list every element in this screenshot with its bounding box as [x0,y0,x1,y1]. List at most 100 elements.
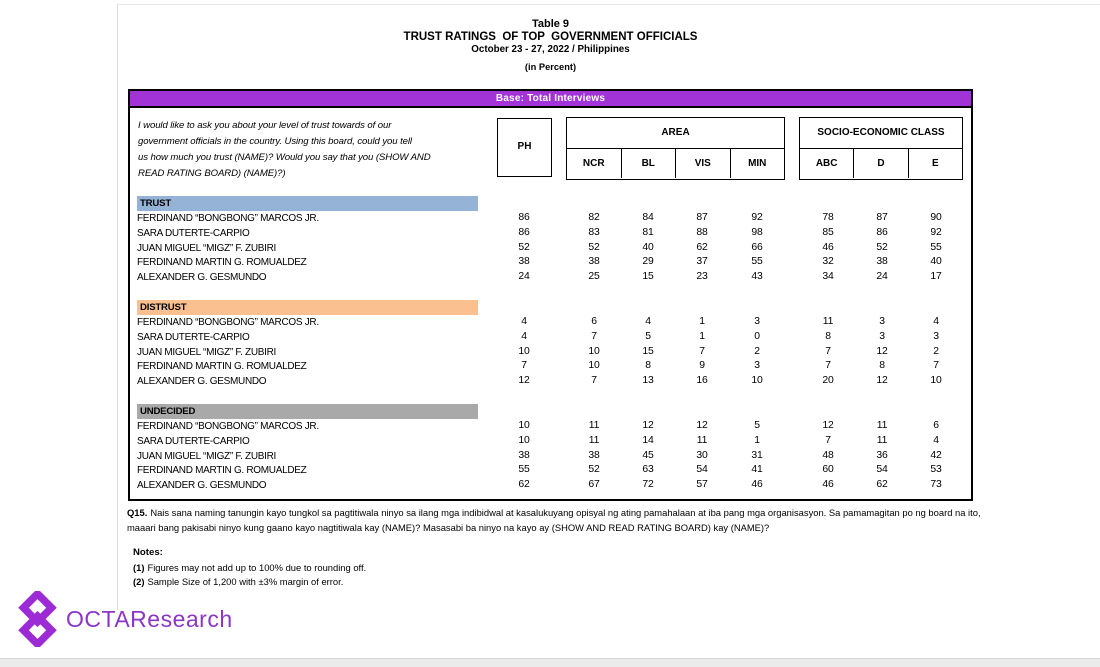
value-cell: 17 [930,271,942,283]
value-cell: 52 [518,241,530,253]
octa-logo: OCTAResearch [16,591,233,647]
table-row: FERDINAND MARTIN G. ROMUALDEZ 55 52 63 54 41 6… [130,463,971,478]
column-header-vis: VIS [675,149,730,178]
official-name: ALEXANDER G. GESMUNDO [137,272,267,284]
value-cell: 23 [696,271,708,283]
value-cell: 9 [699,360,705,372]
area-subcolumns: NCR BL VIS MIN [567,149,784,178]
value-cell: 29 [642,256,654,268]
value-cell: 8 [879,360,885,372]
value-cell: 67 [588,479,600,491]
value-cell: 73 [930,479,942,491]
note-1-number: (1) [133,562,145,573]
value-cell: 92 [751,212,763,223]
bottom-strip [0,658,1100,667]
value-cell: 87 [876,212,888,223]
table-row: JUAN MIGUEL “MIGZ” F. ZUBIRI 10 10 15 7 2 7 12 2 [130,345,971,360]
value-cell: 7 [591,375,597,387]
value-cell: 0 [754,330,760,342]
column-header-e: E [907,149,962,178]
column-header-ncr: NCR [582,158,605,169]
value-cell: 37 [696,256,708,268]
value-cell: 40 [930,256,942,268]
value-cell: 90 [930,212,942,223]
note-line-1: (1) Figures may not add up to 100% due to… [133,561,733,575]
official-name: SARA DUTERTE-CARPIO [137,227,250,239]
official-name: FERDINAND MARTIN G. ROMUALDEZ [137,465,307,477]
value-cell: 10 [588,345,600,357]
value-cell: 11 [588,420,600,431]
value-cell: 13 [642,375,654,387]
value-cell: 15 [642,345,654,357]
value-cell: 3 [879,330,885,342]
official-name: ALEXANDER G. GESMUNDO [137,480,267,492]
footnote-label: Q15. [127,507,148,518]
value-cell: 8 [645,360,651,372]
note-2-number: (2) [133,576,145,587]
value-cell: 46 [822,241,834,253]
table-row: FERDINAND “BONGBONG” MARCOS JR. 4 6 4 1 3 11 3 4 [130,315,971,330]
base-bar: Base: Total Interviews [130,91,971,108]
value-cell: 6 [591,316,597,327]
value-cell: 1 [699,330,705,342]
value-cell: 12 [876,345,888,357]
value-cell: 88 [696,226,708,238]
value-cell: 60 [822,464,834,476]
value-cell: 32 [822,256,834,268]
value-cell: 5 [754,420,760,431]
value-cell: 38 [588,449,600,461]
data-table: Base: Total Interviews I would like to a… [128,89,973,501]
area-group-label: AREA [567,118,784,149]
value-cell: 24 [518,271,530,283]
column-header-abc: ABC [815,158,838,169]
value-cell: 10 [588,360,600,372]
value-cell: 57 [696,479,708,491]
sec-subcolumns: ABC D E [800,149,962,178]
table-row: ALEXANDER G. GESMUNDO 62 67 72 57 46 46 62 73 [130,478,971,493]
value-cell: 52 [588,464,600,476]
value-cell: 78 [822,212,834,223]
table-row: FERDINAND “BONGBONG” MARCOS JR. 86 82 84 87 9… [130,211,971,226]
value-cell: 66 [751,241,763,253]
value-cell: 43 [751,271,763,283]
table-row: SARA DUTERTE-CARPIO 10 11 14 11 1 7 11 4 [130,434,971,449]
official-name: SARA DUTERTE-CARPIO [137,331,250,343]
column-group-socio-economic: SOCIO-ECONOMIC CLASS ABC D E [799,117,963,180]
table-row: JUAN MIGUEL “MIGZ” F. ZUBIRI 38 38 45 30 31 48… [130,449,971,464]
value-cell: 7 [933,360,939,372]
table-row: SARA DUTERTE-CARPIO 86 83 81 88 98 85 86 92 [130,226,971,241]
value-cell: 86 [518,226,530,238]
official-name: ALEXANDER G. GESMUNDO [137,376,267,388]
value-cell: 92 [930,226,942,238]
value-cell: 11 [696,434,708,446]
value-cell: 38 [518,256,530,268]
value-cell: 6 [933,420,939,431]
value-cell: 4 [933,434,939,446]
table-row: JUAN MIGUEL “MIGZ” F. ZUBIRI 52 52 40 62 66 46… [130,241,971,256]
value-cell: 38 [518,449,530,461]
value-cell: 11 [822,316,834,327]
official-name: FERDINAND MARTIN G. ROMUALDEZ [137,361,307,373]
value-cell: 10 [751,375,763,387]
value-cell: 62 [876,479,888,491]
value-cell: 12 [696,420,708,431]
value-cell: 12 [876,375,888,387]
notes-title: Notes: [133,547,163,558]
octa-diamonds-icon [18,591,57,647]
section-header-undecided: UNDECIDED [137,404,478,419]
value-cell: 1 [754,434,760,446]
value-cell: 10 [518,420,530,431]
value-cell: 84 [642,212,654,223]
value-cell: 86 [876,226,888,238]
value-cell: 52 [876,241,888,253]
value-cell: 2 [933,345,939,357]
value-cell: 3 [754,360,760,372]
table-row: SARA DUTERTE-CARPIO 4 7 5 1 0 8 3 3 [130,330,971,345]
value-cell: 4 [933,316,939,327]
footnote-q15: Q15. Nais sana naming tanungin kayo tungk… [127,506,1089,535]
official-name: JUAN MIGUEL “MIGZ” F. ZUBIRI [137,346,277,358]
value-cell: 85 [822,226,834,238]
value-cell: 53 [930,464,942,476]
value-cell: 72 [642,479,654,491]
